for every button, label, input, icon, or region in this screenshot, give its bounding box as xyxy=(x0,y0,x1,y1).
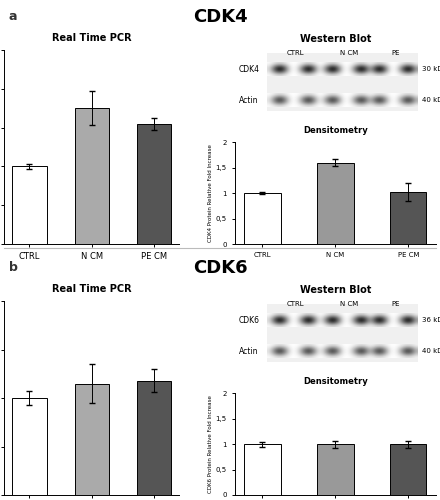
Text: Real Time PCR: Real Time PCR xyxy=(52,34,132,43)
Text: N CM: N CM xyxy=(340,50,359,56)
Bar xyxy=(244,444,281,495)
Bar xyxy=(267,304,418,362)
Text: Actin: Actin xyxy=(239,347,259,356)
Bar xyxy=(12,166,47,244)
Text: CDK6: CDK6 xyxy=(193,259,247,277)
Text: CDK6: CDK6 xyxy=(239,316,260,324)
Text: 30 kDa: 30 kDa xyxy=(422,66,440,72)
Text: CTRL: CTRL xyxy=(286,50,304,56)
Bar xyxy=(12,398,47,495)
Text: 40 kDa: 40 kDa xyxy=(422,348,440,354)
Y-axis label: CDK4 Protein Relative Fold Increase: CDK4 Protein Relative Fold Increase xyxy=(208,144,213,242)
Text: N CM: N CM xyxy=(340,300,359,306)
Bar xyxy=(137,380,171,495)
Bar xyxy=(137,124,171,244)
Text: PE: PE xyxy=(391,300,400,306)
Text: Densitometry: Densitometry xyxy=(303,377,368,386)
Bar xyxy=(74,384,109,495)
Text: Western Blot: Western Blot xyxy=(300,34,371,44)
Text: PE: PE xyxy=(391,50,400,56)
Text: 36 kDa: 36 kDa xyxy=(422,317,440,323)
Bar xyxy=(390,444,426,495)
Bar xyxy=(317,444,354,495)
Text: Real Time PCR: Real Time PCR xyxy=(52,284,132,294)
Bar xyxy=(390,192,426,244)
Text: Actin: Actin xyxy=(239,96,259,105)
Text: CTRL: CTRL xyxy=(286,300,304,306)
Text: Western Blot: Western Blot xyxy=(300,285,371,295)
Text: a: a xyxy=(9,10,17,24)
Text: Densitometry: Densitometry xyxy=(303,126,368,135)
Bar xyxy=(244,193,281,244)
Text: 40 kDa: 40 kDa xyxy=(422,98,440,103)
Text: b: b xyxy=(9,262,18,274)
Y-axis label: CDK6 Protein Relative Fold Increase: CDK6 Protein Relative Fold Increase xyxy=(208,396,213,493)
Bar xyxy=(74,108,109,244)
Bar xyxy=(317,162,354,244)
Text: CDK4: CDK4 xyxy=(193,8,247,26)
Bar xyxy=(267,54,418,112)
Text: CDK4: CDK4 xyxy=(239,64,260,74)
